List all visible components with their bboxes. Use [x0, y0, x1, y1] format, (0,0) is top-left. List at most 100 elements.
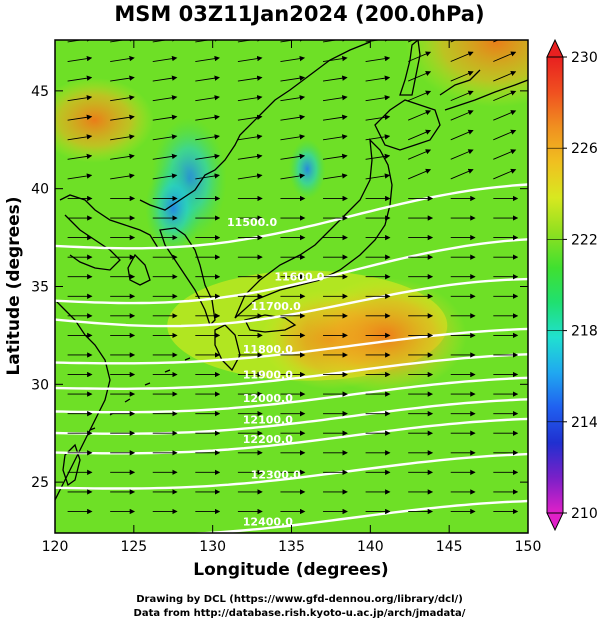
- wind-arrow: [407, 168, 432, 180]
- cool-patch: [145, 162, 202, 254]
- contour-labels: 11500.0 11600.0 11700.0 11800.0 11900.0 12000…: [227, 216, 325, 528]
- colorbar: 210 214 218 222 226 230: [546, 38, 598, 532]
- colorbar-tick-label: 210: [571, 506, 598, 522]
- wind-arrow: [237, 55, 263, 62]
- wind-arrow: [407, 90, 432, 102]
- credit-data: Data from http://database.rish.kyoto-u.a…: [133, 608, 466, 619]
- wind-arrow: [152, 95, 178, 102]
- wind-arrow: [365, 134, 391, 141]
- contour-label: 12300.0: [251, 468, 301, 481]
- wind-arrow: [365, 153, 391, 160]
- y-axis-ticks: 25 30 35 40 45: [31, 84, 528, 491]
- contour-line: [55, 353, 528, 390]
- y-tick-label: 30: [31, 377, 49, 393]
- wind-arrow: [365, 55, 391, 62]
- contour-label: 11700.0: [251, 300, 301, 313]
- contour-label: 11500.0: [227, 216, 277, 229]
- wind-arrow: [110, 95, 135, 102]
- wind-arrow: [450, 71, 474, 82]
- wind-arrow: [195, 95, 220, 102]
- contour-label: 11800.0: [243, 343, 293, 356]
- wind-arrow: [67, 173, 93, 180]
- colorbar-min-arrow: [546, 512, 564, 532]
- contour-line: [55, 452, 528, 490]
- x-tick-label: 150: [515, 539, 542, 555]
- wind-arrow: [365, 75, 391, 82]
- cool-patch: [288, 139, 326, 200]
- contour-label: 11600.0: [274, 271, 324, 284]
- wind-arrow: [195, 114, 220, 121]
- wind-arrow: [152, 55, 178, 62]
- chart-title: MSM 03Z11Jan2024 (200.0hPa): [114, 2, 485, 26]
- wind-arrow: [195, 55, 220, 62]
- contour-label: 12400.0: [243, 515, 293, 528]
- warm-patch: [55, 77, 154, 163]
- contour-line: [55, 183, 528, 250]
- contour-label: 11900.0: [243, 369, 293, 382]
- x-tick-label: 125: [120, 539, 147, 555]
- colorbar-tick-label: 218: [571, 324, 598, 340]
- wind-arrow: [195, 153, 220, 160]
- wind-arrow: [237, 95, 263, 102]
- colorbar-ticks: 210 214 218 222 226 230: [547, 50, 598, 522]
- plot-area: 11500.0 11600.0 11700.0 11800.0 11900.0 12000…: [55, 40, 528, 533]
- wind-arrow: [407, 149, 432, 160]
- x-tick-label: 140: [357, 539, 384, 555]
- x-axis-ticks: 120 125 130 135 140 145 150: [42, 40, 542, 555]
- y-axis-label: Latitude (degrees): [4, 196, 24, 375]
- wind-arrow: [450, 168, 474, 180]
- colorbar-max-arrow: [546, 38, 564, 58]
- y-tick-label: 25: [31, 475, 49, 491]
- wind-arrow: [237, 153, 263, 160]
- wind-arrow: [450, 129, 474, 141]
- wind-arrow: [237, 173, 263, 180]
- wind-arrow: [450, 110, 474, 121]
- x-tick-label: 120: [42, 539, 69, 555]
- wind-arrow: [67, 153, 93, 160]
- x-tick-label: 145: [436, 539, 463, 555]
- wind-arrow: [110, 153, 135, 160]
- wind-arrow: [152, 134, 178, 141]
- wind-arrow: [493, 168, 517, 180]
- wind-arrow: [365, 95, 391, 102]
- colorbar-tick-label: 214: [571, 415, 598, 431]
- x-axis-label: Longitude (degrees): [193, 560, 388, 580]
- wind-arrow: [493, 129, 517, 141]
- y-tick-label: 40: [31, 182, 49, 198]
- y-tick-label: 35: [31, 280, 49, 296]
- y-tick-label: 45: [31, 84, 49, 100]
- wind-arrow: [152, 75, 178, 82]
- wind-arrow: [237, 134, 263, 141]
- contour-label: 12100.0: [243, 414, 293, 427]
- wind-arrow: [322, 134, 348, 141]
- wind-arrow: [67, 114, 93, 121]
- wind-arrow: [322, 114, 348, 121]
- wind-arrow: [322, 173, 348, 180]
- wind-arrow: [110, 55, 135, 62]
- wind-arrow: [493, 71, 517, 82]
- wind-arrow: [365, 114, 391, 121]
- colorbar-tick-label: 230: [571, 50, 598, 66]
- wind-arrow: [407, 110, 432, 121]
- x-tick-label: 130: [199, 539, 226, 555]
- colorbar-tick-label: 222: [571, 232, 598, 248]
- credit-drawing: Drawing by DCL (https://www.gfd-dennou.o…: [136, 594, 463, 605]
- wind-arrow: [237, 114, 263, 121]
- wind-arrow: [195, 134, 220, 141]
- wind-arrow: [280, 75, 306, 82]
- contour-line: [55, 277, 528, 328]
- wind-arrow: [493, 149, 517, 160]
- wind-arrow: [280, 153, 306, 160]
- wind-arrow: [110, 134, 135, 141]
- wind-arrow: [493, 110, 517, 121]
- colorbar-body: [546, 56, 564, 514]
- wind-arrow: [322, 153, 348, 160]
- wind-arrow: [152, 114, 178, 121]
- wind-arrow: [67, 134, 93, 141]
- wind-arrow: [280, 173, 306, 180]
- wind-arrow: [322, 55, 348, 62]
- wind-arrow: [67, 95, 93, 102]
- contour-label: 12200.0: [243, 433, 293, 446]
- wind-arrow: [450, 149, 474, 160]
